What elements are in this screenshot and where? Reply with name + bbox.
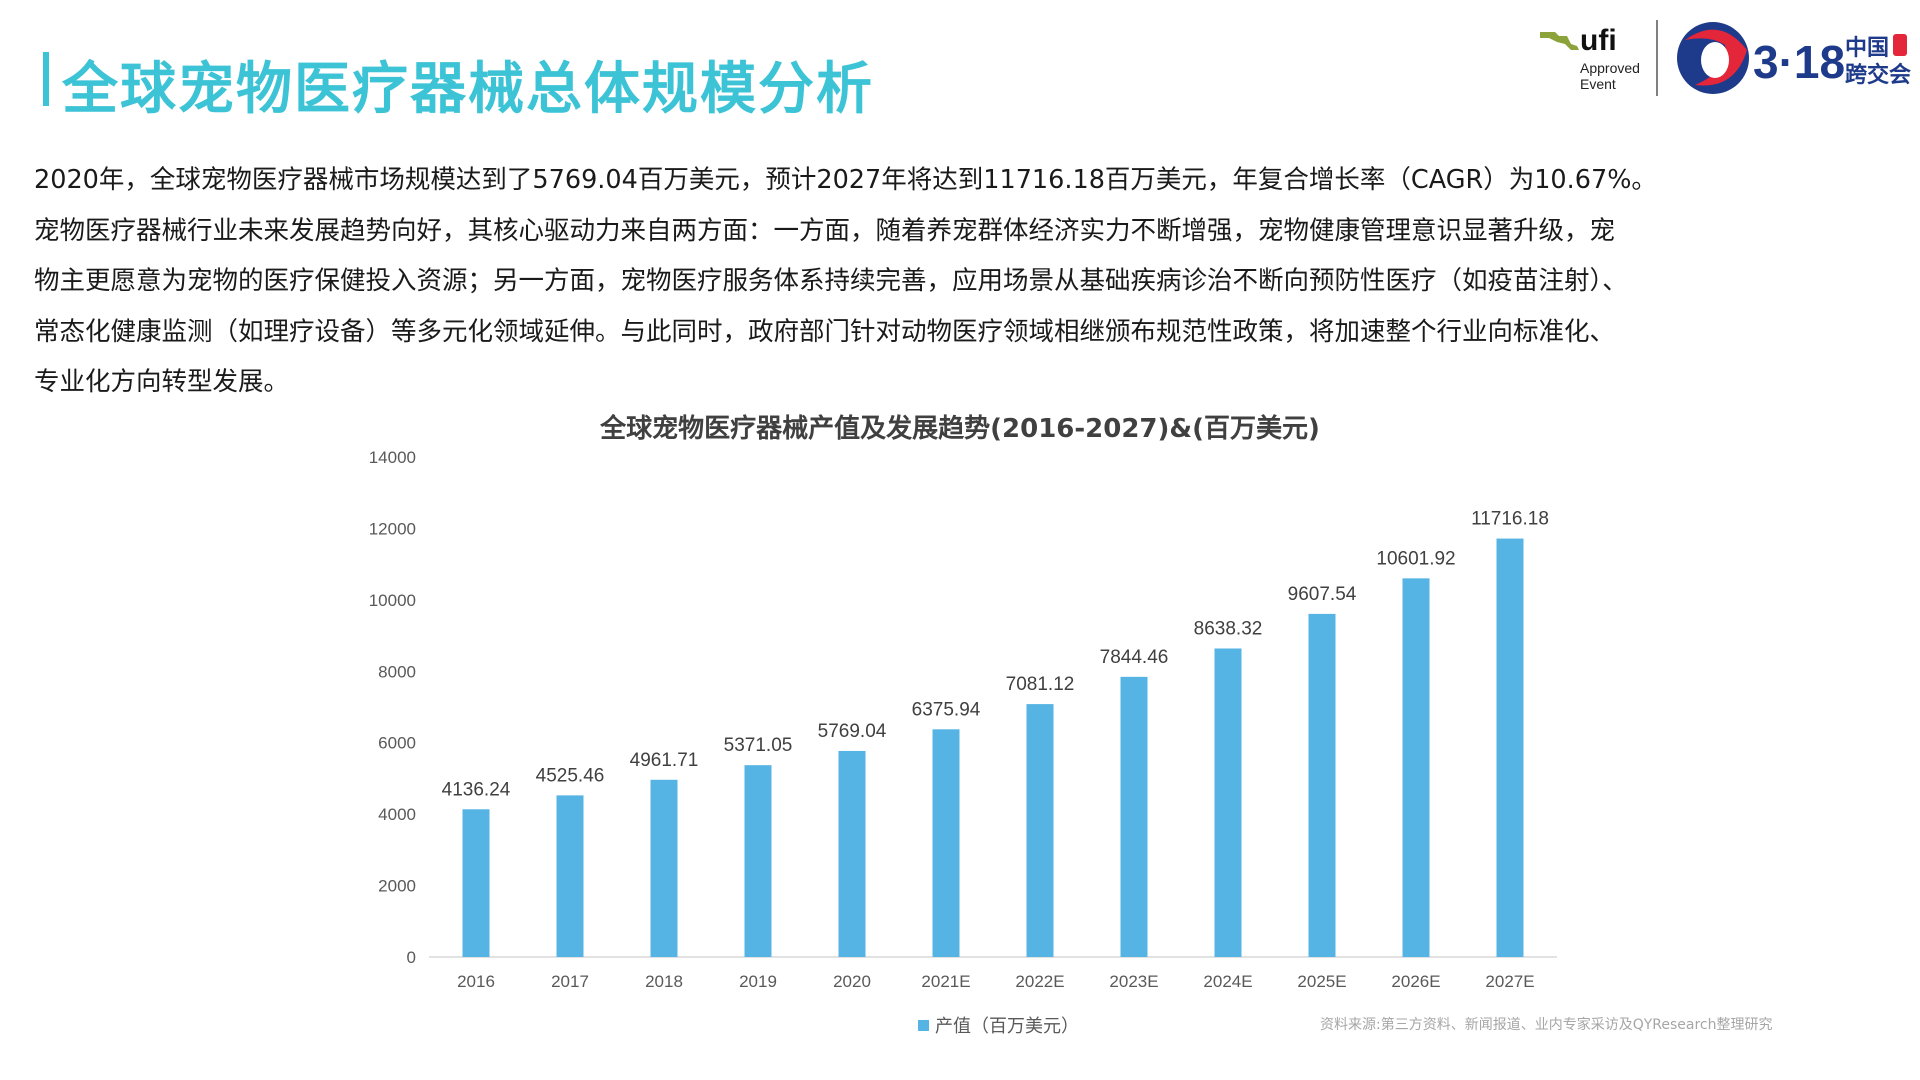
title-accent-bar xyxy=(43,52,49,106)
summary-paragraph: 2020年，全球宠物医疗器械市场规模达到了5769.04百万美元，预计2027年… xyxy=(34,155,1834,408)
bar xyxy=(1120,676,1148,957)
y-tick-label: 4000 xyxy=(378,805,416,824)
svg-text:3·18: 3·18 xyxy=(1753,36,1845,88)
page-title: 全球宠物医疗器械总体规模分析 xyxy=(62,57,874,122)
ufi-logo: ufi Approved Event xyxy=(1540,24,1640,92)
x-tick-label: 2022E xyxy=(1015,972,1064,991)
data-label: 5371.05 xyxy=(724,735,793,756)
x-tick-label: 2016 xyxy=(457,972,495,991)
x-tick-label: 2026E xyxy=(1391,972,1440,991)
svg-text:Approved: Approved xyxy=(1580,60,1640,76)
svg-text:ufi: ufi xyxy=(1580,24,1617,57)
paragraph-line: 2020年，全球宠物医疗器械市场规模达到了5769.04百万美元，预计2027年… xyxy=(34,165,1657,195)
bar xyxy=(838,750,866,957)
bar xyxy=(1308,613,1336,957)
paragraph-line: 物主更愿意为宠物的医疗保健投入资源；另一方面，宠物医疗服务体系持续完善，应用场景… xyxy=(34,266,1628,296)
data-label: 7081.12 xyxy=(1006,674,1075,695)
bar xyxy=(744,765,772,957)
bar xyxy=(1214,648,1242,957)
data-label: 8638.32 xyxy=(1194,618,1263,639)
bar xyxy=(1496,538,1524,957)
x-tick-label: 2023E xyxy=(1109,972,1158,991)
svg-text:Event: Event xyxy=(1580,76,1616,92)
y-tick-label: 8000 xyxy=(378,662,416,681)
y-tick-label: 0 xyxy=(407,948,416,967)
data-label: 10601.92 xyxy=(1376,548,1455,569)
bar xyxy=(932,729,960,957)
data-label: 5769.04 xyxy=(818,721,887,742)
paragraph-line: 宠物医疗器械行业未来发展趋势向好，其核心驱动力来自两方面：一方面，随着养宠群体经… xyxy=(34,215,1616,246)
expo-logo: 3·18 中国 跨交会 xyxy=(1677,22,1911,94)
x-tick-label: 2027E xyxy=(1485,972,1534,991)
data-label: 4136.24 xyxy=(442,779,511,800)
y-tick-label: 2000 xyxy=(378,877,416,896)
data-label: 7844.46 xyxy=(1100,647,1169,668)
x-tick-label: 2018 xyxy=(645,972,683,991)
x-tick-label: 2025E xyxy=(1297,972,1346,991)
data-label: 9607.54 xyxy=(1288,584,1357,605)
data-label: 4961.71 xyxy=(630,750,699,771)
legend-label: 产值（百万美元） xyxy=(935,1016,1079,1037)
paragraph-line: 专业化方向转型发展。 xyxy=(34,367,290,397)
bar xyxy=(1026,704,1054,957)
bar xyxy=(1402,578,1430,957)
source-note: 资料来源:第三方资料、新闻报道、业内专家采访及QYResearch整理研究 xyxy=(1320,1017,1773,1033)
x-tick-label: 2019 xyxy=(739,972,777,991)
svg-text:跨交会: 跨交会 xyxy=(1845,62,1911,88)
chart-title: 全球宠物医疗器械产值及发展趋势(2016-2027)&(百万美元) xyxy=(600,414,1320,444)
svg-text:中国: 中国 xyxy=(1845,36,1889,61)
y-tick-label: 10000 xyxy=(369,591,416,610)
x-tick-label: 2024E xyxy=(1203,972,1252,991)
data-label: 4525.46 xyxy=(536,765,605,786)
legend-swatch xyxy=(918,1019,929,1031)
bar xyxy=(462,809,490,957)
x-tick-label: 2021E xyxy=(921,972,970,991)
y-tick-label: 14000 xyxy=(369,448,416,467)
bar xyxy=(556,795,584,957)
x-tick-label: 2017 xyxy=(551,972,589,991)
data-label: 11716.18 xyxy=(1471,509,1549,530)
y-tick-label: 12000 xyxy=(369,519,416,538)
y-tick-label: 6000 xyxy=(378,734,416,753)
chart-legend: 产值（百万美元） xyxy=(918,1012,1079,1038)
event-logos: ufi Approved Event 3·18 中国 跨交会 xyxy=(1540,20,1911,96)
data-label: 6375.94 xyxy=(912,699,981,720)
bar xyxy=(650,779,678,957)
x-tick-label: 2020 xyxy=(833,972,871,991)
paragraph-line: 常态化健康监测（如理疗设备）等多元化领域延伸。与此同时，政府部门针对动物医疗领域… xyxy=(34,316,1616,347)
